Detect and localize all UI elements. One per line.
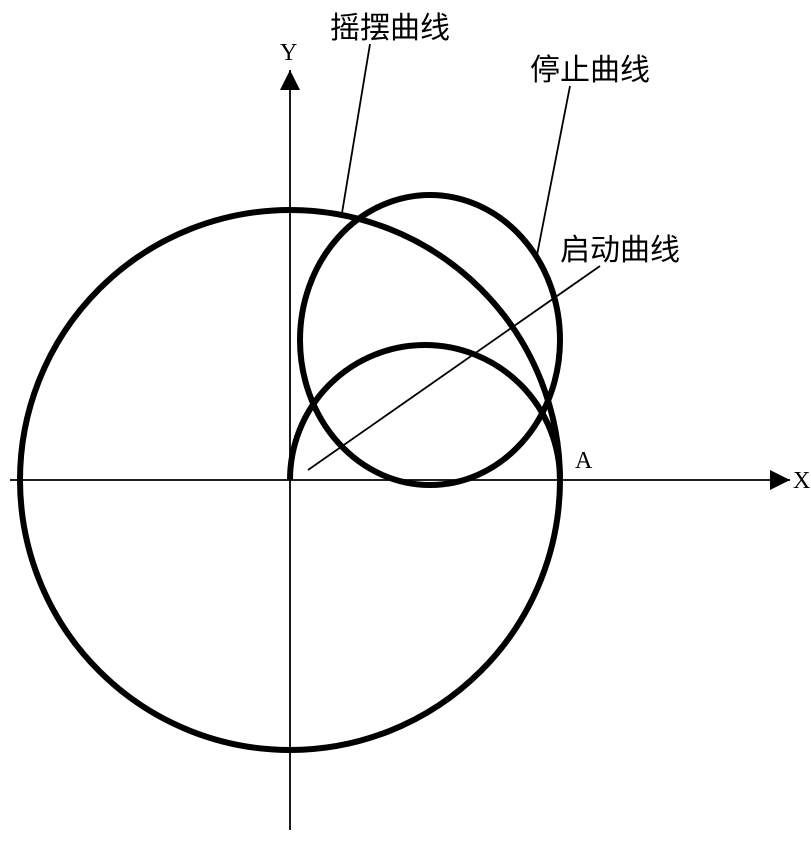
y-axis-arrowhead xyxy=(280,70,300,90)
start-label: 启动曲线 xyxy=(560,234,680,267)
point-a-label: A xyxy=(575,448,593,474)
x-axis-label: X xyxy=(793,468,810,494)
y-axis-label: Y xyxy=(280,40,297,66)
swing-label: 摇摆曲线 xyxy=(330,12,450,45)
start-curve xyxy=(290,345,560,480)
stop-leader xyxy=(537,86,570,255)
swing-leader xyxy=(342,44,370,213)
stop-label: 停止曲线 xyxy=(530,54,650,87)
x-axis-arrowhead xyxy=(770,470,790,490)
